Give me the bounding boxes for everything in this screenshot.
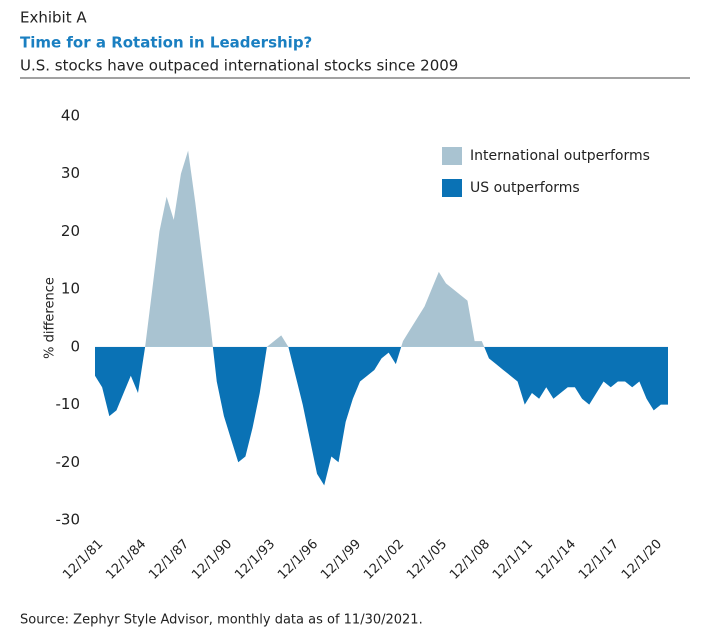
x-tick-label: 12/1/14 [533,537,579,583]
x-tick-label: 12/1/02 [361,537,407,583]
chart-subtitle: U.S. stocks have outpaced international … [20,57,458,75]
y-tick-label: 0 [70,337,80,355]
y-tick-label: 10 [61,280,80,298]
x-tick-label: 12/1/93 [232,537,278,583]
y-tick-label: -10 [56,395,81,413]
x-tick-label: 12/1/17 [576,537,622,583]
x-tick-label: 12/1/84 [103,537,149,583]
y-tick-label: -20 [56,453,81,471]
x-tick-label: 12/1/05 [404,537,450,583]
chart-title: Time for a Rotation in Leadership? [20,34,312,52]
x-tick-label: 12/1/99 [318,537,364,583]
y-tick-label: -30 [56,511,81,529]
x-tick-label: 12/1/20 [619,537,665,583]
legend-swatch [442,147,462,165]
source: Source: Zephyr Style Advisor, monthly da… [20,613,423,628]
x-tick-label: 12/1/11 [490,537,536,583]
y-tick-label: 20 [61,222,80,240]
x-tick-label: 12/1/81 [60,537,106,583]
area-negative [95,346,668,486]
header: Exhibit A [20,9,87,27]
x-tick-label: 12/1/90 [189,537,235,583]
legend-label: International outperforms [470,148,650,164]
y-tick-label: 40 [61,107,80,125]
x-tick-label: 12/1/96 [275,537,321,583]
legend-swatch [442,179,462,197]
y-axis-label: % difference [43,277,58,359]
legend-label: US outperforms [470,180,580,196]
y-tick-label: 30 [61,164,80,182]
x-tick-label: 12/1/08 [447,537,493,583]
area-positive [95,150,668,347]
x-tick-label: 12/1/87 [146,537,192,583]
